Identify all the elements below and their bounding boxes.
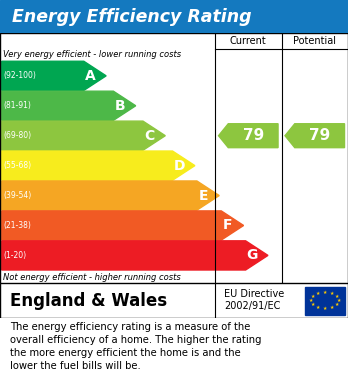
Text: (55-68): (55-68) [3,161,32,170]
Text: ★: ★ [336,298,341,303]
Text: F: F [223,219,233,233]
Polygon shape [2,151,195,180]
Text: B: B [115,99,125,113]
Polygon shape [2,241,268,270]
Text: Energy Efficiency Rating: Energy Efficiency Rating [12,7,252,25]
Text: ★: ★ [322,307,327,311]
Text: G: G [247,248,258,262]
Polygon shape [2,121,165,150]
Text: D: D [174,159,185,172]
Text: ★: ★ [310,302,315,307]
Polygon shape [285,124,345,148]
Text: Not energy efficient - higher running costs: Not energy efficient - higher running co… [3,273,181,282]
Text: (21-38): (21-38) [3,221,31,230]
Text: ★: ★ [329,305,334,310]
Text: ★: ★ [334,294,339,299]
Polygon shape [2,61,106,90]
Text: ★: ★ [322,290,327,294]
Text: (81-91): (81-91) [3,101,31,110]
Text: (39-54): (39-54) [3,191,32,200]
Text: Very energy efficient - lower running costs: Very energy efficient - lower running co… [3,50,182,59]
Text: ★: ★ [310,294,315,299]
Text: England & Wales: England & Wales [10,292,168,310]
Polygon shape [2,181,219,210]
Polygon shape [2,211,244,240]
Polygon shape [219,124,278,148]
Polygon shape [2,91,136,120]
Bar [304,287,345,314]
Text: Current: Current [230,36,267,46]
Text: (92-100): (92-100) [3,71,36,80]
Text: ★: ★ [315,291,320,296]
Text: 79: 79 [243,128,264,143]
Text: ★: ★ [315,305,320,310]
Text: ★: ★ [308,298,313,303]
Text: The energy efficiency rating is a measure of the
overall efficiency of a home. T: The energy efficiency rating is a measur… [10,322,262,371]
Text: 79: 79 [309,128,330,143]
Text: (69-80): (69-80) [3,131,32,140]
Text: E: E [199,188,208,203]
Text: Potential: Potential [293,36,336,46]
Text: A: A [85,69,96,83]
Text: C: C [144,129,155,143]
Text: ★: ★ [329,291,334,296]
Text: ★: ★ [334,302,339,307]
Text: (1-20): (1-20) [3,251,26,260]
Text: EU Directive
2002/91/EC: EU Directive 2002/91/EC [224,289,284,310]
